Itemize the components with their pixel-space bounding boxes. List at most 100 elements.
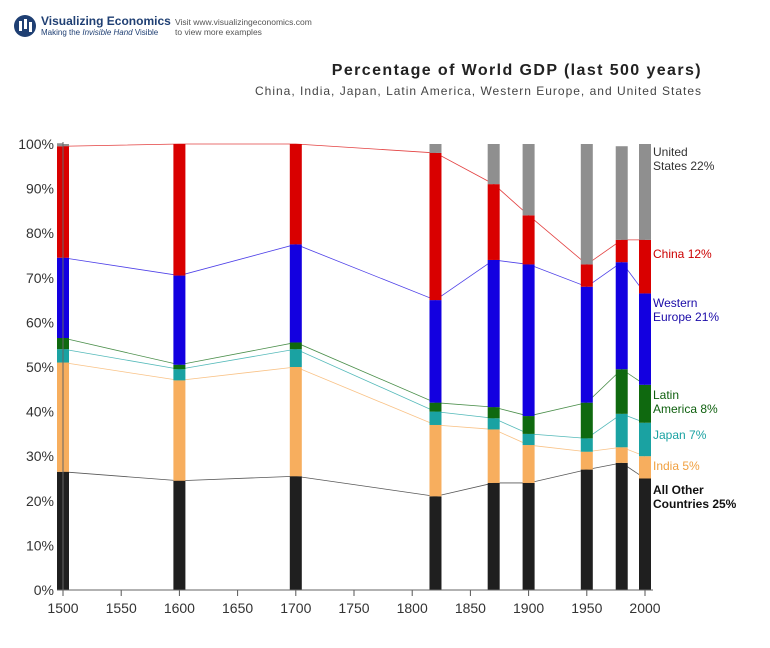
- y-tick-label: 30%: [26, 448, 54, 464]
- bar-segment: [487, 144, 500, 185]
- visit-line-2: to view more examples: [175, 27, 262, 37]
- bar-segment: [615, 369, 628, 414]
- y-tick-label: 50%: [26, 359, 54, 375]
- y-tick-label: 20%: [26, 493, 54, 509]
- bars: [57, 144, 651, 590]
- y-tick-label: 90%: [26, 181, 54, 197]
- bar-segment: [487, 418, 500, 430]
- bar-segment: [639, 456, 651, 479]
- end-label: Western: [653, 296, 697, 310]
- x-tick-label: 1550: [106, 600, 137, 616]
- bar-segment: [639, 293, 651, 385]
- bar-segment: [580, 469, 593, 590]
- connector-china: [62, 143, 645, 265]
- bar-segment: [289, 367, 302, 477]
- bar-segment: [580, 144, 593, 265]
- series-connectors: [62, 143, 646, 497]
- chart-title: Percentage of World GDP (last 500 years): [331, 62, 702, 79]
- end-label: Latin: [653, 388, 679, 402]
- brand-tagline-em: Invisible Hand: [82, 28, 133, 37]
- bar-segment: [580, 402, 593, 439]
- axes: [57, 142, 653, 596]
- x-tick-label: 1900: [513, 600, 544, 616]
- y-tick-label: 40%: [26, 404, 54, 420]
- bar-segment: [429, 402, 442, 412]
- x-tick-label: 1500: [47, 600, 78, 616]
- x-tick-label: 1850: [455, 600, 486, 616]
- end-label: America 8%: [653, 402, 718, 416]
- bar-segment: [639, 239, 651, 294]
- bar-segment: [173, 275, 186, 365]
- bar-segment: [639, 478, 651, 590]
- end-label: Japan 7%: [653, 428, 707, 442]
- bar-segment: [429, 496, 442, 590]
- x-tick-label: 1950: [571, 600, 602, 616]
- bar-segment: [429, 300, 442, 403]
- end-label: United: [653, 145, 688, 159]
- end-label: India 5%: [653, 459, 700, 473]
- y-tick-labels: 0% 10% 20% 30% 40% 50% 60% 70% 80% 90% 100%: [18, 136, 54, 598]
- bar-segment: [429, 144, 442, 153]
- bar-segment: [487, 407, 500, 419]
- end-label: Countries 25%: [653, 497, 737, 511]
- x-tick-label: 1700: [280, 600, 311, 616]
- bar-segment: [487, 259, 500, 408]
- y-tick-label: 100%: [18, 136, 54, 152]
- bar-segment: [615, 413, 628, 448]
- bar-segment: [487, 184, 500, 260]
- bar-segment: [173, 144, 186, 276]
- end-label: Europe 21%: [653, 310, 719, 324]
- bar-segment: [429, 152, 442, 301]
- y-tick-label: 80%: [26, 225, 54, 241]
- visit-line-1: Visit www.visualizingeconomics.com: [175, 17, 312, 27]
- bar-segment: [487, 429, 500, 483]
- bar-segment: [615, 146, 628, 240]
- bar-segment: [522, 445, 535, 483]
- bar-segment: [522, 433, 535, 446]
- brand-tagline: Making the Invisible Hand Visible: [41, 28, 171, 38]
- bar-segment: [615, 462, 628, 590]
- bar-segment: [522, 416, 535, 434]
- bar-segment: [289, 342, 302, 350]
- bar-segment: [639, 422, 651, 457]
- bar-segment: [580, 286, 593, 403]
- chart-subtitle: China, India, Japan, Latin America, West…: [255, 84, 702, 98]
- x-tick-label: 2000: [629, 600, 660, 616]
- bar-segment: [173, 380, 186, 481]
- y-tick-label: 60%: [26, 314, 54, 330]
- bar-segment: [522, 482, 535, 590]
- bar-segment: [580, 451, 593, 470]
- brand-name: Visualizing Economics: [41, 14, 171, 28]
- connector-japan: [62, 348, 646, 439]
- bar-segment: [289, 244, 302, 343]
- end-label: All Other: [653, 483, 704, 497]
- bar-segment: [580, 438, 593, 452]
- x-tick-labels: 1500 1550 1600 1650 1700 1750 1800 1850 1900 1950…: [47, 600, 660, 616]
- bar-segment: [639, 384, 651, 423]
- connector-all-other-countries: [62, 462, 646, 497]
- end-label: China 12%: [653, 247, 712, 261]
- x-tick-label: 1800: [397, 600, 428, 616]
- bar-segment: [615, 262, 628, 370]
- bar-segment: [429, 424, 442, 497]
- y-tick-label: 0%: [34, 582, 54, 598]
- bar-segment: [173, 364, 186, 370]
- visit-note: Visit www.visualizingeconomics.com to vi…: [175, 17, 312, 37]
- brand-tagline-pre: Making the: [41, 28, 83, 37]
- x-tick-label: 1650: [222, 600, 253, 616]
- connector-latin-america: [62, 337, 646, 417]
- bar-segment: [615, 447, 628, 463]
- y-tick-label: 10%: [26, 537, 54, 553]
- bar-segment: [580, 264, 593, 287]
- bar-segment: [522, 264, 535, 417]
- connector-western-europe: [62, 243, 646, 301]
- brand-tagline-post: Visible: [132, 28, 159, 37]
- brand-logo-icon: [14, 15, 36, 37]
- bar-segment: [173, 480, 186, 590]
- x-tick-label: 1600: [164, 600, 195, 616]
- bar-segment: [289, 144, 302, 245]
- bar-segment: [173, 369, 186, 381]
- bar-segment: [615, 239, 628, 263]
- bar-segment: [289, 476, 302, 590]
